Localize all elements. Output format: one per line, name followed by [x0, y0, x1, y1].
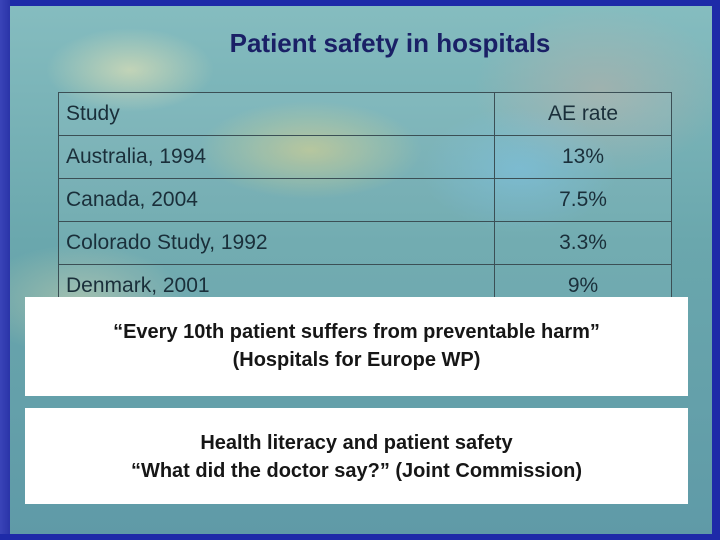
frame-right-bar [712, 0, 720, 540]
slide-title: Patient safety in hospitals [229, 28, 551, 58]
header-ae-rate: AE rate [494, 92, 672, 136]
header-study: Study [58, 92, 495, 136]
rate-cell: 3.3% [494, 221, 672, 265]
rate-cell: 13% [494, 135, 672, 179]
frame-bottom-bar [0, 534, 720, 540]
callout-quote: “Every 10th patient suffers from prevent… [113, 321, 600, 343]
table-header-row: Study AE rate [58, 92, 672, 136]
rate-cell: 7.5% [494, 178, 672, 222]
table-row: Canada, 2004 7.5% [58, 178, 672, 222]
callout-health-literacy: Health literacy and patient safety “What… [25, 408, 688, 504]
callout-source: (Hospitals for Europe WP) [232, 349, 481, 371]
frame-left-bar [0, 0, 10, 540]
study-cell: Colorado Study, 1992 [58, 221, 495, 265]
frame-top-bar [0, 0, 720, 6]
study-table: Study AE rate Australia, 1994 13% Canada… [58, 92, 672, 308]
study-cell: Australia, 1994 [58, 135, 495, 179]
callout-quote: “What did the doctor say?” (Joint Commis… [130, 460, 583, 482]
study-cell: Canada, 2004 [58, 178, 495, 222]
table-row: Australia, 1994 13% [58, 135, 672, 179]
table-row: Colorado Study, 1992 3.3% [58, 221, 672, 265]
callout-heading: Health literacy and patient safety [200, 432, 513, 454]
callout-preventable-harm: “Every 10th patient suffers from prevent… [25, 297, 688, 396]
